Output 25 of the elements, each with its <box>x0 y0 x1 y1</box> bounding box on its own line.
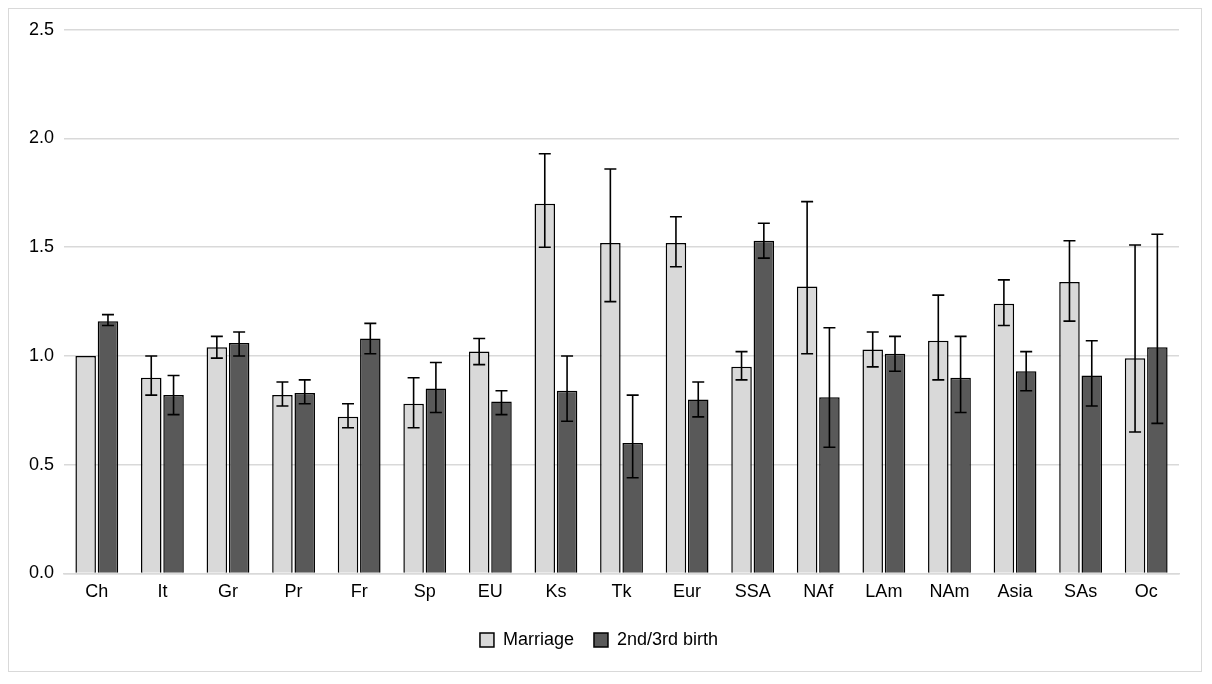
y-tick-label: 2.5 <box>28 18 55 39</box>
y-tick-label: 1.0 <box>28 344 55 365</box>
x-tick-label: It <box>157 581 168 602</box>
x-tick-label: Ks <box>545 581 567 602</box>
x-tick-label: Pr <box>284 581 303 602</box>
y-tick-label: 2.0 <box>28 127 55 148</box>
x-tick-label: EU <box>477 581 503 602</box>
x-tick-label: NAf <box>803 581 835 602</box>
x-tick-label: Gr <box>217 581 238 602</box>
x-tick-label: Ch <box>85 581 109 602</box>
x-tick-label: SAs <box>1064 581 1098 602</box>
x-tick-label: Sp <box>413 581 436 602</box>
y-tick-label: 0.5 <box>28 453 55 474</box>
y-tick-label: 0.0 <box>28 562 55 583</box>
x-tick-label: Tk <box>611 581 633 602</box>
legend-label: Marriage <box>502 628 574 649</box>
x-tick-label: Fr <box>350 581 368 602</box>
x-tick-label: LAm <box>865 581 903 602</box>
x-tick-label: Eur <box>673 581 702 602</box>
x-tick-label: SSA <box>734 581 771 602</box>
x-tick-label: NAm <box>929 581 970 602</box>
x-tick-label: Oc <box>1134 581 1158 602</box>
x-tick-label: Asia <box>997 581 1034 602</box>
legend-label: 2nd/3rd birth <box>616 628 719 649</box>
y-tick-label: 1.5 <box>28 236 55 257</box>
